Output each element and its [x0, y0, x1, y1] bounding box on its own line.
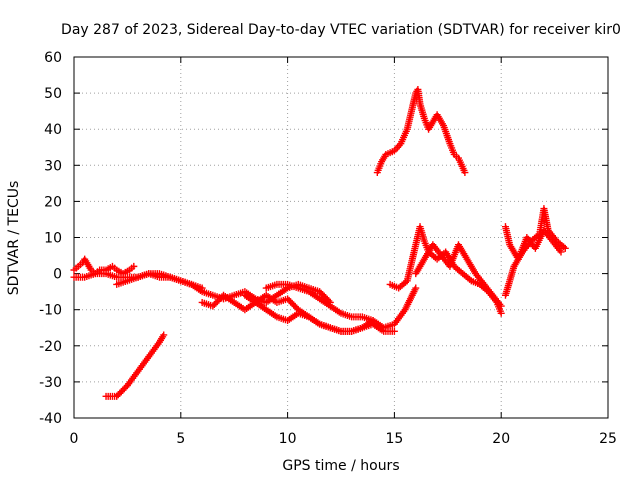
data-point: [216, 294, 224, 302]
data-point: [113, 392, 121, 400]
data-point: [130, 262, 138, 270]
x-tick-label: 0: [70, 431, 79, 447]
data-point: [215, 296, 223, 304]
y-tick-label: -20: [39, 339, 62, 355]
x-axis-ticks: 0 5 10 15 20 25: [70, 57, 617, 447]
data-point: [317, 289, 325, 297]
data-point: [320, 292, 328, 300]
y-axis-label: SDTVAR / TECUs: [6, 181, 22, 296]
series-arc-l: [501, 223, 565, 263]
data-point: [114, 391, 122, 399]
data-point: [119, 386, 127, 394]
y-axis-ticks: -40 -30 -20 -10 0 10 20 30 40 50 60: [39, 50, 608, 427]
data-point: [290, 301, 298, 309]
data-point: [209, 302, 217, 310]
data-point: [287, 298, 295, 306]
data-point: [369, 317, 377, 325]
data-point: [461, 169, 469, 177]
series-arc-j: [412, 241, 505, 310]
data-points: [70, 85, 569, 400]
data-point: [497, 309, 505, 317]
data-point: [557, 248, 565, 256]
y-tick-label: 30: [44, 158, 62, 174]
x-tick-label: 20: [492, 431, 510, 447]
y-tick-label: 50: [44, 86, 62, 102]
data-point: [561, 244, 569, 252]
data-point: [288, 300, 296, 308]
x-tick-label: 10: [279, 431, 297, 447]
data-point: [284, 295, 292, 303]
y-tick-label: -30: [39, 375, 62, 391]
series-arc-f: [262, 280, 377, 325]
data-point: [319, 291, 327, 299]
data-point: [291, 303, 299, 311]
y-tick-label: 40: [44, 122, 62, 138]
y-tick-label: 20: [44, 194, 62, 210]
series-arc-g: [102, 331, 168, 400]
x-tick-label: 25: [599, 431, 617, 447]
data-point: [412, 284, 420, 292]
x-axis-label: GPS time / hours: [282, 458, 399, 474]
data-point: [497, 302, 505, 310]
data-point: [316, 288, 324, 296]
y-tick-label: -40: [39, 411, 62, 427]
data-point: [213, 297, 221, 305]
data-point: [117, 388, 125, 396]
y-tick-label: 10: [44, 231, 62, 247]
grid: [74, 57, 608, 418]
data-point: [120, 385, 128, 393]
data-point: [212, 299, 220, 307]
x-tick-label: 5: [176, 431, 185, 447]
data-point: [285, 296, 293, 304]
x-tick-label: 15: [385, 431, 403, 447]
series-arc-e: [241, 284, 420, 335]
plot-frame: [73, 56, 609, 419]
data-point: [116, 389, 124, 397]
data-point: [160, 331, 168, 339]
chart-title: Day 287 of 2023, Sidereal Day-to-day VTE…: [61, 22, 621, 38]
y-tick-label: 60: [44, 50, 62, 66]
data-point: [210, 301, 218, 309]
data-point: [390, 327, 398, 335]
y-tick-label: -10: [39, 303, 62, 319]
y-tick-label: 0: [53, 267, 62, 283]
series-arc-h: [373, 85, 469, 177]
